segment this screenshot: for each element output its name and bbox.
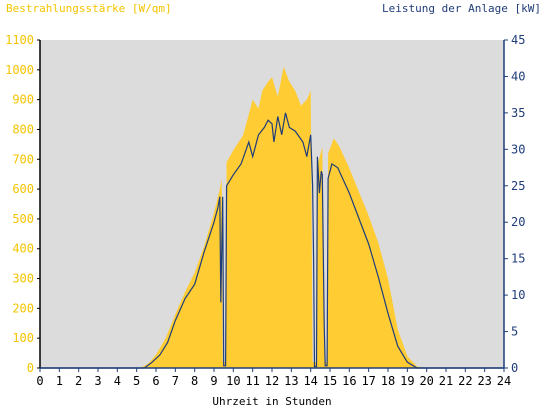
x-tick-label: 12 (265, 374, 279, 388)
x-tick-label: 16 (342, 374, 356, 388)
left-tick-label: 1100 (5, 33, 34, 47)
x-tick-label: 2 (75, 374, 82, 388)
x-axis-title: Uhrzeit in Stunden (212, 395, 331, 408)
x-tick-label: 11 (245, 374, 259, 388)
left-axis-title: Bestrahlungsstärke [W/qm] (6, 2, 172, 15)
x-tick-label: 1 (56, 374, 63, 388)
left-tick-label: 900 (12, 93, 34, 107)
x-axis-ticks: 0 1 2 3 4 5 6 7 8 9 10 11 12 13 14 15 16 17 18 19 20 21 22 23 24 (36, 368, 511, 388)
left-tick-label: 700 (12, 152, 34, 166)
right-tick-label: 5 (511, 325, 518, 339)
x-tick-label: 4 (114, 374, 121, 388)
x-tick-label: 22 (458, 374, 472, 388)
left-tick-label: 600 (12, 182, 34, 196)
x-tick-label: 5 (133, 374, 140, 388)
irradiance-area (40, 66, 504, 369)
right-tick-label: 0 (511, 361, 518, 375)
right-tick-label: 20 (511, 215, 525, 229)
right-tick-label: 15 (511, 252, 525, 266)
x-tick-label: 20 (419, 374, 433, 388)
right-tick-label: 40 (511, 69, 525, 83)
x-tick-label: 24 (497, 374, 511, 388)
x-tick-label: 19 (400, 374, 414, 388)
left-tick-label: 200 (12, 301, 34, 315)
right-tick-label: 10 (511, 288, 525, 302)
left-tick-label: 500 (12, 212, 34, 226)
left-tick-label: 1000 (5, 63, 34, 77)
right-tick-label: 30 (511, 142, 525, 156)
x-tick-label: 6 (152, 374, 159, 388)
x-tick-label: 0 (36, 374, 43, 388)
x-tick-label: 14 (303, 374, 317, 388)
right-axis-title: Leistung der Anlage [kW] (382, 2, 541, 15)
x-tick-label: 18 (381, 374, 395, 388)
right-axis-ticks: 0 5 10 15 20 25 30 35 40 45 (504, 33, 525, 375)
left-tick-label: 400 (12, 242, 34, 256)
right-tick-label: 45 (511, 33, 525, 47)
x-tick-label: 15 (323, 374, 337, 388)
x-tick-label: 21 (439, 374, 453, 388)
right-tick-label: 25 (511, 179, 525, 193)
x-tick-label: 7 (172, 374, 179, 388)
right-tick-label: 35 (511, 106, 525, 120)
x-tick-label: 9 (210, 374, 217, 388)
x-tick-label: 23 (477, 374, 491, 388)
left-axis-ticks: 0 100 200 300 400 500 600 700 800 900 1000 1100 (5, 33, 40, 375)
left-tick-label: 100 (12, 331, 34, 345)
x-tick-label: 17 (361, 374, 375, 388)
x-tick-label: 8 (191, 374, 198, 388)
power-line (40, 112, 504, 369)
left-tick-label: 800 (12, 122, 34, 136)
left-tick-label: 300 (12, 272, 34, 286)
x-tick-label: 10 (226, 374, 240, 388)
x-tick-label: 13 (284, 374, 298, 388)
left-tick-label: 0 (27, 361, 34, 375)
x-tick-label: 3 (94, 374, 101, 388)
